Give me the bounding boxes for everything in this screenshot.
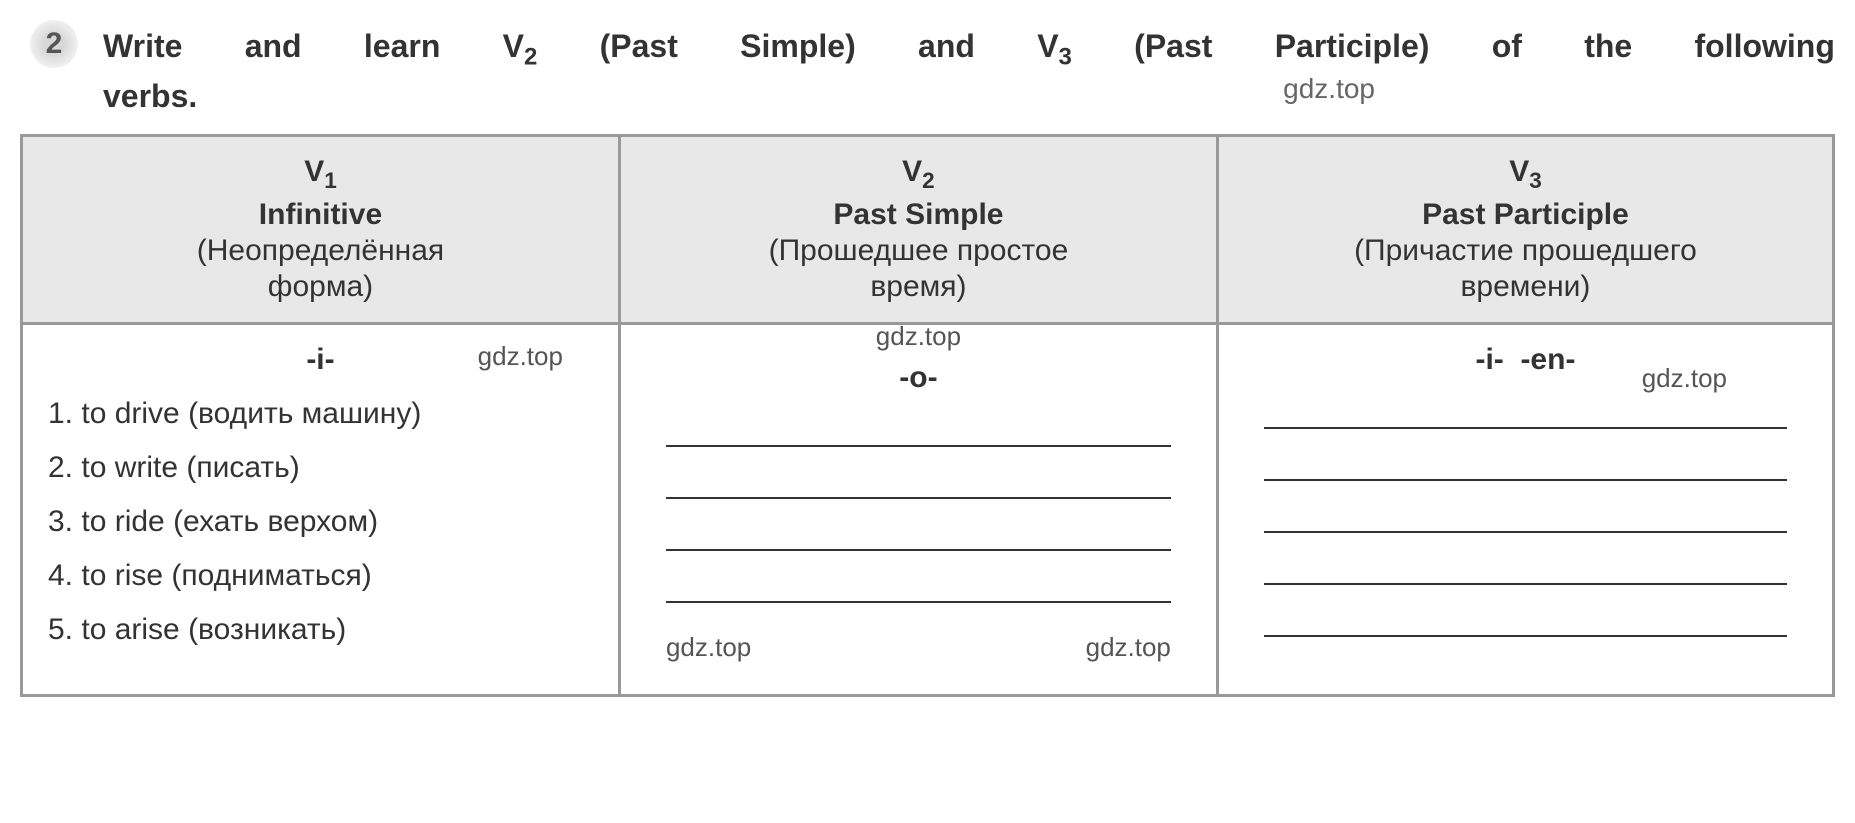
instruction-word: the — [1584, 24, 1632, 74]
verb-list: 1. to drive (водить машину) 2. to write … — [48, 387, 593, 657]
instruction-word: Write — [103, 24, 182, 74]
column-title: Infinitive — [33, 198, 608, 232]
watermark-text: gdz.top — [1283, 69, 1375, 119]
instruction-word: Simple) — [740, 24, 856, 74]
verb-item: 1. to drive (водить машину) — [48, 387, 593, 441]
answer-blank[interactable] — [666, 513, 1171, 551]
instruction-word: Participle) — [1275, 24, 1430, 74]
blank-lines-container — [1244, 391, 1807, 637]
vowel-pattern: -i- -en- gdz.top — [1244, 343, 1807, 377]
instruction-word: (Past — [600, 24, 678, 74]
instruction-word: and — [245, 24, 302, 74]
instruction-word: of — [1492, 24, 1522, 74]
column-symbol: V3 — [1229, 155, 1822, 194]
instruction-word: and — [918, 24, 975, 74]
instruction-word: verbs. — [103, 74, 197, 119]
column-subtitle: времени) — [1229, 270, 1822, 304]
watermark-text: gdz.top — [876, 321, 961, 352]
instruction-word: (Past — [1134, 24, 1212, 74]
watermark-text: gdz.top — [666, 632, 751, 663]
instruction-word: following — [1694, 24, 1834, 74]
instruction-v2-symbol: V2 — [503, 24, 538, 74]
answer-blank-row: gdz.top gdz.top — [646, 617, 1191, 669]
pattern-text: -i- -en- — [1475, 343, 1575, 376]
infinitive-cell: -i- gdz.top 1. to drive (водить машину) … — [22, 323, 620, 695]
column-title: Past Participle — [1229, 198, 1822, 232]
pattern-text: -o- — [899, 361, 937, 394]
answer-blank[interactable] — [1264, 599, 1787, 637]
past-simple-cell: gdz.top -o- gdz.top gdz.top — [619, 323, 1217, 695]
instruction-line-1: Write and learn V2 (Past Simple) and V3 … — [103, 24, 1835, 74]
verb-item: 2. to write (писать) — [48, 441, 593, 495]
instruction-line-2: verbs. gdz.top — [103, 74, 1835, 119]
answer-blank[interactable] — [666, 409, 1171, 447]
watermark-text: gdz.top — [478, 341, 563, 372]
verb-forms-table: V1 Infinitive (Неопределённая форма) V2 … — [20, 134, 1835, 697]
vowel-pattern: gdz.top -o- — [646, 343, 1191, 395]
column-symbol: V2 — [631, 155, 1206, 194]
column-subtitle: форма) — [33, 270, 608, 304]
answer-blank[interactable] — [1264, 443, 1787, 481]
table-header-row: V1 Infinitive (Неопределённая форма) V2 … — [22, 135, 1834, 323]
column-header-past-simple: V2 Past Simple (Прошедшее простое время) — [619, 135, 1217, 323]
table-body-row: -i- gdz.top 1. to drive (водить машину) … — [22, 323, 1834, 695]
column-subtitle: (Неопределённая — [33, 234, 608, 268]
answer-blank[interactable] — [1264, 495, 1787, 533]
answer-blank[interactable] — [1264, 547, 1787, 585]
pattern-text: -i- — [306, 343, 334, 376]
answer-blank[interactable] — [1264, 391, 1787, 429]
exercise-instruction: Write and learn V2 (Past Simple) and V3 … — [103, 20, 1835, 119]
answer-blank[interactable] — [666, 565, 1171, 603]
column-symbol: V1 — [33, 155, 608, 194]
column-subtitle: (Прошедшее простое — [631, 234, 1206, 268]
verb-item: 3. to ride (ехать верхом) — [48, 495, 593, 549]
watermark-text: gdz.top — [1642, 363, 1727, 394]
verb-item: 5. to arise (возникать) — [48, 603, 593, 657]
watermark-text: gdz.top — [1086, 632, 1171, 663]
column-header-infinitive: V1 Infinitive (Неопределённая форма) — [22, 135, 620, 323]
instruction-word: learn — [364, 24, 440, 74]
column-header-past-participle: V3 Past Participle (Причастие прошедшего… — [1217, 135, 1833, 323]
exercise-number-badge: 2 — [30, 20, 78, 68]
column-subtitle: время) — [631, 270, 1206, 304]
past-participle-cell: -i- -en- gdz.top — [1217, 323, 1833, 695]
exercise-header: 2 Write and learn V2 (Past Simple) and V… — [20, 20, 1835, 119]
instruction-v3-symbol: V3 — [1037, 24, 1072, 74]
column-subtitle: (Причастие прошедшего — [1229, 234, 1822, 268]
answer-blank[interactable] — [666, 461, 1171, 499]
column-title: Past Simple — [631, 198, 1206, 232]
blank-lines-container: gdz.top gdz.top — [646, 409, 1191, 669]
verb-item: 4. to rise (подниматься) — [48, 549, 593, 603]
vowel-pattern: -i- gdz.top — [48, 343, 593, 377]
